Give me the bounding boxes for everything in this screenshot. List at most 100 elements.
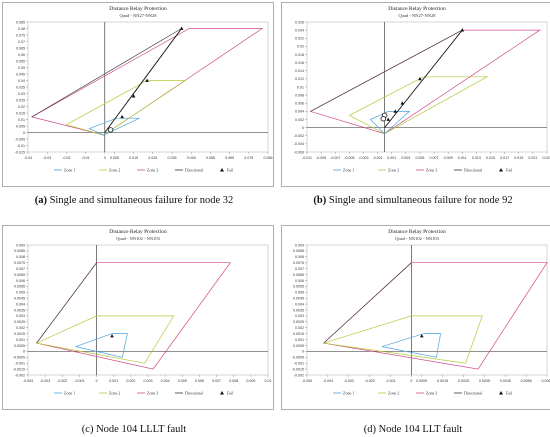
x-tick-label: 0 [96,379,98,383]
legend-label: Zone 2 [109,391,120,396]
legend-label: Fail [506,168,513,173]
fail-point-marker [400,101,405,105]
y-tick-label: -0.001 [15,361,25,365]
directional-line [323,262,412,344]
caption-text: Node 104 LLLT fault [96,424,187,435]
y-tick-label: 0.008 [295,255,304,259]
fail-point-marker [393,109,398,113]
x-tick-label: 0.065 [225,156,234,160]
legend-label: Zone 2 [109,168,120,173]
y-tick-label: 0.0035 [293,308,304,312]
x-tick-label: -0.005 [344,156,354,160]
y-tick-label: 0.005 [16,291,25,295]
x-tick-label: -0.011 [302,156,312,160]
legend-label: Directional [185,168,204,173]
y-tick-label: 0.024 [295,28,304,32]
x-tick-label: 0.055 [206,156,215,160]
y-tick-label: 0.07 [18,40,25,44]
y-tick-label: 0.065 [16,46,25,50]
y-tick-label: 0.005 [295,291,304,295]
y-tick-label: 0.035 [16,85,25,89]
y-tick-label: 0.004 [295,302,304,306]
fault-circle-marker [107,127,114,133]
caption-text: Node 104 LLT fault [378,424,463,435]
fail-point-marker [419,334,424,338]
caption-b: (b) Single and simultaneous failure for … [279,195,547,207]
y-tick-label: 0.0075 [14,261,25,265]
legend-label: Fail [227,168,234,173]
y-tick-label: -0.001 [294,361,304,365]
chart-title: Distance Relay Protection [109,229,167,235]
x-tick-label: 0.007 [430,156,439,160]
fail-point-marker [386,117,390,121]
y-tick-label: 0.0015 [14,332,25,336]
impedance-line [384,29,463,128]
y-tick-label: 0.01 [297,85,304,89]
x-tick-label: 0.017 [500,156,509,160]
y-tick-label: -0.015 [15,150,25,154]
fault-circle-marker [380,115,386,122]
caption-d: (d) Node 104 LLT fault [279,424,547,436]
legend-label: Zone 1 [343,168,354,173]
caption-text: Single and simultaneous failure for node… [49,195,234,206]
zone-1-boundary [381,333,442,358]
y-tick-label: 0.02 [18,105,25,109]
legend-label: Zone 2 [388,391,399,396]
directional-line [310,29,463,112]
y-tick-label: 0.007 [16,267,25,271]
zone-3-boundary [30,28,264,136]
x-tick-label: 0.015 [486,156,495,160]
legend-label: Directional [464,391,483,396]
y-tick-label: 0.001 [16,338,25,342]
x-tick-label: 0.001 [387,156,396,160]
x-tick-label: 0.011 [458,156,467,160]
caption-a: (a) Single and simultaneous failure for … [0,195,268,207]
y-tick-label: -0.01 [17,144,25,148]
caption-label: (a) [34,195,47,206]
x-tick-label: 0.0045 [500,379,511,383]
y-tick-label: 0.0025 [293,320,304,324]
zone-1-boundary [369,111,411,135]
x-tick-label: 0 [410,379,412,383]
zone-2-boundary [35,315,175,364]
x-tick-label: 0.0065 [542,379,550,383]
y-tick-label: 0 [23,350,25,354]
x-tick-label: 0.035 [168,156,177,160]
y-tick-label: 0.008 [295,93,304,97]
chart-title: Distance Relay Protection [109,6,167,12]
y-tick-label: 0.007 [295,267,304,271]
caption-label: (b) [313,195,327,206]
y-tick-label: 0 [23,131,25,135]
y-tick-label: 0.05 [18,66,25,70]
fail-point-marker [110,334,114,338]
caption-label: (d) [363,424,376,435]
plot-area [27,21,269,153]
x-tick-label: -0.001 [385,379,395,383]
x-tick-label: 0.003 [144,379,153,383]
legend-label: Zone 3 [426,391,437,396]
x-tick-label: 0.0025 [458,379,469,383]
x-tick-label: -0.001 [74,379,84,383]
plot-area [27,244,269,376]
x-tick-label: 0.007 [212,379,221,383]
y-tick-label: 0.075 [16,33,25,37]
y-tick-label: -0.006 [294,150,304,154]
y-tick-label: 0.022 [295,37,304,41]
y-tick-label: 0.085 [16,20,25,24]
x-tick-label: -0.02 [62,156,70,160]
x-tick-label: -0.003 [358,156,368,160]
x-tick-label: 0.002 [126,379,135,383]
y-tick-label: 0.006 [295,102,304,106]
legend-label: Zone 1 [64,391,75,396]
x-tick-label: 0.045 [187,156,196,160]
y-tick-label: 0.0005 [14,344,25,348]
y-tick-label: 0.016 [295,61,304,65]
x-tick-label: 0.006 [195,379,204,383]
zone-1-boundary [88,117,140,136]
x-tick-label: -0.007 [330,156,340,160]
chart-panel-d: Distance Relay Protection Quad - NN102 - … [281,225,550,415]
y-tick-label: 0.0035 [14,308,25,312]
x-tick-label: 0.023 [543,156,550,160]
y-tick-label: 0.0055 [293,285,304,289]
